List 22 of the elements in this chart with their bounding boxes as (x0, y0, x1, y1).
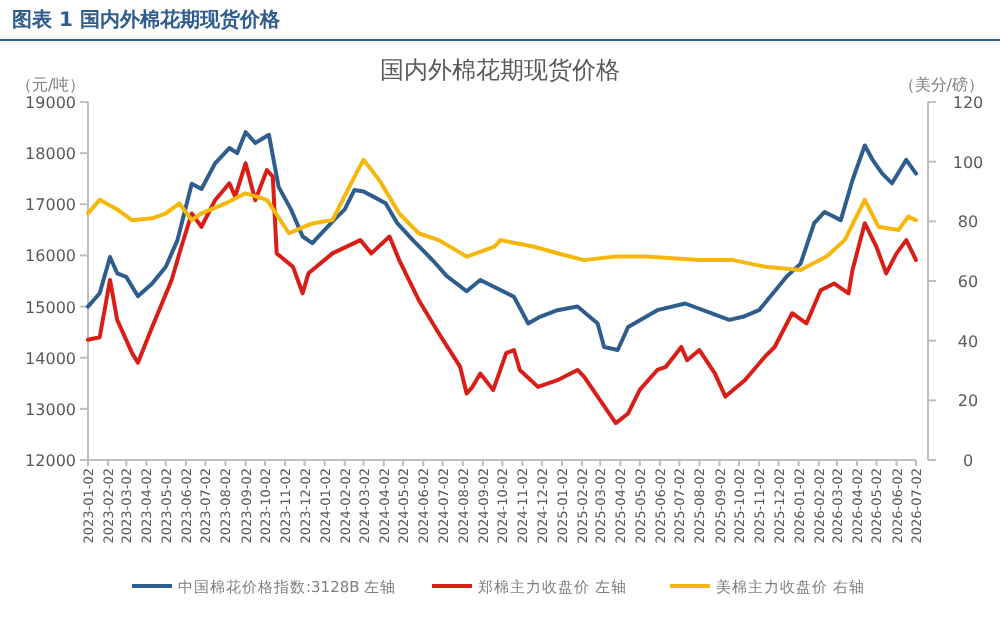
y-tick-label: 18000 (25, 145, 76, 164)
y-tick-label: 15000 (25, 298, 76, 317)
y-tick-label: 16000 (25, 247, 76, 266)
y2-tick-label: 0 (962, 452, 974, 470)
y2-tick-label: 60 (957, 273, 979, 291)
y-axis-title: （元/吨） (16, 76, 86, 94)
y2-tick-label: 100 (952, 153, 984, 172)
y-tick-label: 14000 (25, 349, 76, 368)
y-tick-label: 19000 (25, 94, 76, 112)
y2-tick-label: 80 (957, 213, 979, 232)
text: 图表 1 国内外棉花期现货价格 (12, 8, 282, 32)
y-tick-label: 12000 (25, 452, 76, 470)
y2-axis-title: （美分/磅） (898, 76, 984, 94)
y2-tick-label: 120 (952, 94, 984, 112)
y-tick-label: 13000 (25, 400, 76, 419)
y2-tick-label: 20 (957, 392, 979, 411)
y-tick-label: 17000 (25, 196, 76, 215)
chart-title: 国内外棉花期现货价格 (380, 56, 620, 84)
line-series (86, 130, 918, 353)
line-series (86, 161, 918, 426)
line-series (86, 157, 918, 272)
y2-tick-label: 40 (957, 332, 979, 351)
